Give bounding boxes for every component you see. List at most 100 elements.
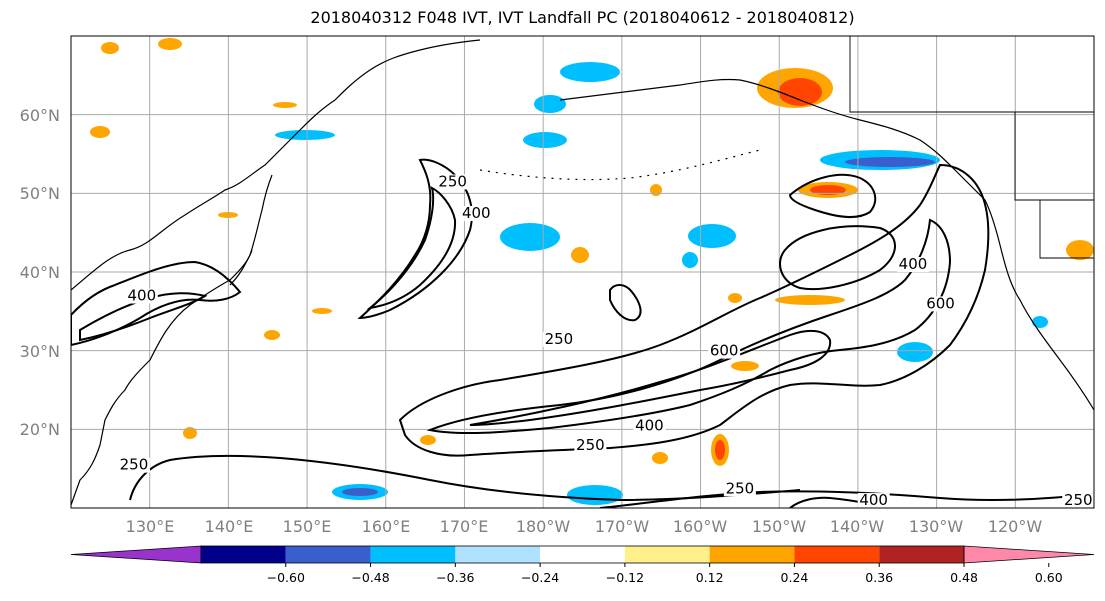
positive-anomaly-patch [728,293,742,303]
colorbar-tick-label: 0.60 [1035,570,1063,585]
colorbar-tick-label: −0.12 [606,570,644,585]
positive-anomaly-patch [264,330,280,340]
contour-label: 400 [462,204,491,222]
asia-coastline [71,39,481,291]
colorbar-segment [285,546,371,563]
positive-anomaly-patch [650,184,662,196]
ivt-contour-400 [779,225,896,291]
ivt-contour-250 [129,454,801,502]
lat-lon-gridlines [71,36,1094,508]
negative-anomaly-patch [897,342,933,362]
contour-label-background [125,288,158,304]
colorbar-segment [624,546,710,563]
contour-label: 250 [1064,491,1093,509]
colorbar-tick-label: −0.36 [436,570,474,585]
negative-anomaly-patch [342,488,378,496]
colorbar-segment [709,546,795,563]
contour-label-background [460,205,493,221]
colorbar-segment [879,546,964,563]
positive-anomaly-patch [101,42,119,54]
colorbar-segment [455,546,541,563]
positive-anomaly-patch [778,78,822,106]
contour-label-background [897,257,930,273]
positive-anomaly-patch [810,185,846,195]
lat-label: 40°N [20,263,60,282]
lon-label: 150°W [752,517,807,536]
positive-anomaly-patch [1066,240,1094,260]
negative-anomaly-patch [682,252,698,268]
ivt-anomaly-shading [90,38,1094,505]
contour-label: 600 [926,294,955,312]
colorbar-ticks: −0.60 −0.48 −0.36 −0.24 −0.12 0.12 0.24 0.36 0.4… [267,563,1063,585]
positive-anomaly-patch [571,247,589,263]
negative-anomaly-patch [845,157,935,167]
lat-label: 50°N [20,184,60,203]
contour-label: 250 [120,456,149,474]
lon-label: 150°E [283,517,332,536]
positive-anomaly-patch [183,427,197,439]
ivt-contour-400 [366,186,457,310]
colorbar-segment [201,546,286,563]
positive-anomaly-patch [312,308,332,314]
negative-anomaly-patch [560,62,620,82]
positive-anomaly-patch [90,126,110,138]
colorbar-extend-max [963,545,1095,564]
colorbar-segments [70,545,1095,564]
lat-label: 20°N [20,420,60,439]
north-america-coastline [559,78,1094,411]
ivt-contour-250 [357,158,473,320]
positive-anomaly-patch [715,440,725,460]
lon-label: 130°W [909,517,964,536]
colorbar: −0.60 −0.48 −0.36 −0.24 −0.12 0.12 0.24 0.36 0.4… [70,545,1095,585]
contour-label: 250 [576,436,605,454]
negative-anomaly-patch [523,132,567,148]
contour-label: 250 [726,479,755,497]
negative-anomaly-patch [534,95,566,113]
ivt-contour-250 [71,260,242,347]
positive-anomaly-patch [652,452,668,464]
contour-label: 400 [899,255,928,273]
lon-label: 170°W [595,517,650,536]
contour-label-background [1062,493,1094,508]
figure-title: 2018040312 F048 IVT, IVT Landfall PC (20… [310,8,855,27]
contour-label: 400 [635,416,664,434]
japan-coastline [229,174,273,286]
lon-label: 120°W [988,517,1043,536]
contour-label-background [436,174,469,190]
contour-label-background [723,481,756,497]
positive-anomaly-patch [775,295,845,305]
ivt-contour-250 [599,490,1094,508]
contour-label: 250 [545,330,574,348]
contour-label-background [924,296,957,312]
negative-anomaly-patch [567,485,623,505]
contour-label-background [117,457,150,473]
political-boundaries [849,36,1094,259]
contour-labels: 250 400 400 250 600 400 600 400 250 250 250 400 250 [117,172,1094,509]
positive-anomaly-patch [158,38,182,50]
contour-label-background [574,438,607,453]
longitude-axis: 130°E 140°E 150°E 160°E 170°E 180°W 170°… [126,517,1043,536]
ivt-contour-250 [609,284,642,322]
lon-label: 160°W [673,517,728,536]
lon-label: 180°W [516,517,571,536]
contour-label-background [633,418,666,434]
colorbar-tick-label: −0.24 [521,570,559,585]
ivt-contour-400 [79,292,208,342]
contour-label: 400 [128,287,157,305]
colorbar-tick-label: −0.48 [351,570,389,585]
lat-label: 60°N [20,106,60,125]
colorbar-tick-label: 0.24 [781,570,809,585]
colorbar-extend-min [70,545,202,564]
colorbar-tick-label: 0.12 [696,570,724,585]
colorbar-tick-label: 0.48 [950,570,978,585]
map-frame [70,35,1095,509]
colorbar-tick-label: 0.36 [865,570,893,585]
contour-label-background [542,331,575,347]
lon-label: 140°W [830,517,885,536]
ivt-contour-600 [469,329,832,426]
positive-anomaly-patch [420,435,436,445]
colorbar-segment [370,546,456,563]
contour-label-background [708,343,741,359]
colorbar-tick-label: −0.60 [267,570,305,585]
latitude-axis: 60°N 50°N 40°N 30°N 20°N [20,106,60,439]
